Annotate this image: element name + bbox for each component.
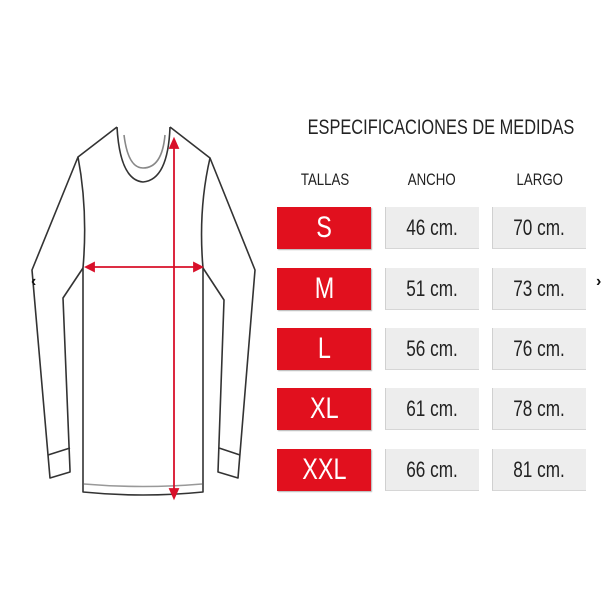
chevron-left-icon[interactable]: ‹ — [31, 273, 37, 290]
width-arrowhead-right — [193, 261, 205, 273]
size-row-length-cell: 78 cm. — [492, 388, 586, 430]
size-row-size-text: XXL — [301, 453, 347, 486]
size-row-length-cell: 76 cm. — [492, 328, 586, 370]
size-row-width-text: 56 cm. — [406, 335, 459, 361]
size-row-size-text: S — [316, 211, 332, 244]
chevron-right-icon[interactable]: › — [596, 273, 602, 290]
size-row-width-cell: 56 cm. — [385, 328, 479, 370]
size-row-width-cell: 51 cm. — [385, 268, 479, 310]
size-row-size-cell: XL — [277, 388, 371, 430]
size-row-size-text: M — [314, 272, 334, 305]
size-row-size-text: XL — [309, 392, 339, 425]
size-row-length-text: 73 cm. — [513, 275, 566, 301]
size-row-size-cell: XXL — [277, 449, 371, 491]
width-arrowhead-left — [83, 261, 95, 273]
size-row-width-cell: 66 cm. — [385, 449, 479, 491]
length-arrowhead-top — [168, 136, 180, 149]
left-sleeve — [31, 156, 84, 479]
shirt-diagram — [31, 126, 256, 501]
header-length: LARGO — [516, 170, 564, 189]
size-row-length-text: 76 cm. — [513, 335, 566, 361]
size-row-length-text: 78 cm. — [513, 395, 566, 421]
size-row-size-cell: L — [277, 328, 371, 370]
size-row-width-cell: 61 cm. — [385, 388, 479, 430]
size-row-length-text: 81 cm. — [513, 456, 566, 482]
collar-outer — [116, 126, 171, 183]
size-row-width-text: 66 cm. — [406, 456, 459, 482]
left-cuff — [47, 447, 71, 456]
size-row-width-text: 61 cm. — [406, 395, 459, 421]
size-row-width-cell: 46 cm. — [385, 207, 479, 249]
chart-title: ESPECIFICACIONES DE MEDIDAS — [307, 116, 575, 139]
size-row-length-cell: 73 cm. — [492, 268, 586, 310]
hem — [83, 483, 203, 488]
size-row-length-text: 70 cm. — [513, 214, 566, 240]
size-row-width-text: 46 cm. — [406, 214, 459, 240]
size-row-size-cell: S — [277, 207, 371, 249]
right-cuff — [218, 447, 241, 456]
size-row-size-text: L — [317, 332, 331, 365]
size-row-size-cell: M — [277, 268, 371, 310]
size-row-width-text: 51 cm. — [406, 275, 459, 301]
right-sleeve — [202, 157, 256, 479]
header-sizes: TALLAS — [300, 170, 350, 189]
size-row-length-cell: 81 cm. — [492, 449, 586, 491]
size-row-length-cell: 70 cm. — [492, 207, 586, 249]
shirt-outline-left — [77, 126, 211, 496]
length-arrowhead-bottom — [168, 488, 180, 501]
collar-inner — [123, 134, 166, 169]
header-width: ANCHO — [408, 170, 456, 189]
